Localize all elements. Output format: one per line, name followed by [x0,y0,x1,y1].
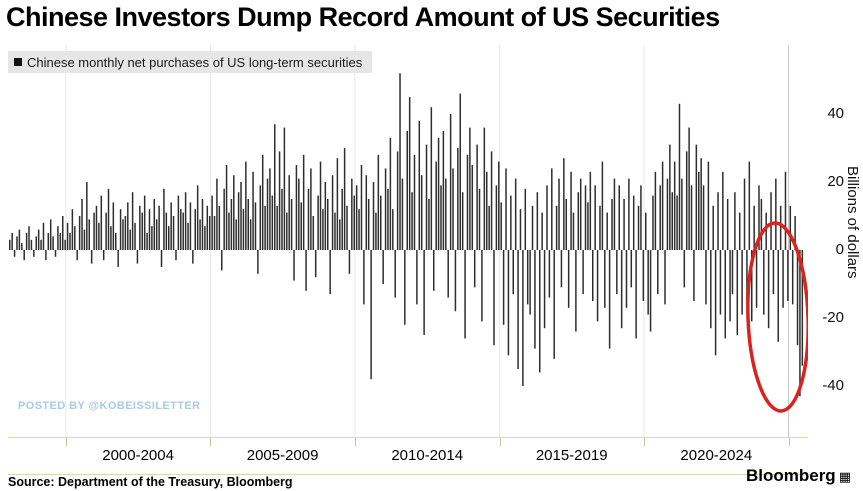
x-tick [644,438,645,446]
y-tick-label: -40 [822,377,844,394]
x-tick [354,438,356,446]
x-axis-label: 2020-2024 [680,447,753,464]
y-tick-label: 20 [827,173,844,190]
x-axis-label: 2005-2009 [246,447,319,464]
y-tick-label: 40 [827,105,844,122]
watermark: POSTED BY @KOBEISSILETTER [18,400,201,412]
terminal-grid-icon: ▦ [838,468,851,484]
x-axis-label: 2010-2014 [391,447,464,464]
legend-label: Chinese monthly net purchases of US long… [27,54,363,70]
y-axis-title: Billions of dollars [844,166,861,279]
legend: Chinese monthly net purchases of US long… [8,51,373,73]
plot-area: POSTED BY @KOBEISSILETTER [8,45,808,437]
x-axis: 2000-2004 2005-2009 2010-2014 2015-2019 2020… [8,437,808,475]
x-tick [499,438,501,446]
chart-title: Chinese Investors Dump Record Amount of … [6,2,720,32]
x-tick [210,438,212,446]
x-axis-label: 2015-2019 [535,447,608,464]
record-selloff-circle [746,221,808,413]
x-tick [788,438,790,446]
y-axis: 40 20 0 -20 -40 [808,45,844,437]
y-tick-label: -20 [822,309,844,326]
x-axis-label: 2000-2004 [102,447,174,464]
x-tick [65,438,67,446]
bar-chart [9,45,808,437]
source-note: Source: Department of the Treasury, Bloo… [8,475,293,489]
legend-marker-icon [14,58,22,66]
bloomberg-logo: Bloomberg ▦ [746,466,851,486]
y-tick-label: 0 [835,241,844,258]
bars [9,73,804,397]
bloomberg-wordmark: Bloomberg [745,466,836,485]
